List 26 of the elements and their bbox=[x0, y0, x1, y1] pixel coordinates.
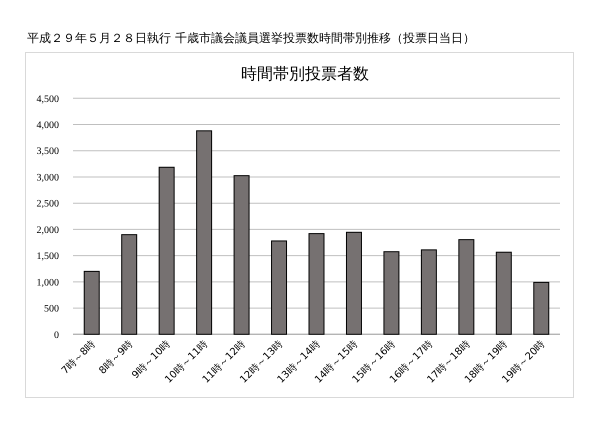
y-tick-label: 3,000 bbox=[36, 172, 59, 184]
bar bbox=[121, 234, 138, 335]
y-tick-label: 4,500 bbox=[36, 94, 59, 105]
x-tick-label: 7時～8時 bbox=[59, 338, 98, 377]
bar bbox=[308, 233, 324, 335]
y-tick-label: 2,000 bbox=[36, 224, 59, 236]
chart-subtitle: 平成２９年５月２８日執行 千歳市議会議員選挙投票数時間帯別推移（投票日当日） bbox=[27, 31, 475, 45]
bar bbox=[533, 282, 550, 335]
y-tick-label: 4,000 bbox=[36, 120, 59, 132]
bar bbox=[420, 249, 437, 335]
bar bbox=[196, 130, 212, 335]
chart-title: 時間帯別投票者数 bbox=[241, 64, 369, 83]
y-tick-label: 2,500 bbox=[36, 198, 59, 210]
bar bbox=[346, 232, 362, 335]
y-tick-label: 3,500 bbox=[36, 146, 59, 158]
y-tick-label: 0 bbox=[54, 330, 59, 341]
y-tick-label: 1,500 bbox=[36, 251, 59, 262]
bar bbox=[234, 175, 250, 335]
y-tick-label: 1,000 bbox=[36, 277, 59, 288]
bar bbox=[458, 239, 474, 335]
bar bbox=[84, 270, 100, 335]
bar bbox=[271, 240, 288, 335]
bar bbox=[158, 166, 175, 335]
y-tick-label: 500 bbox=[44, 304, 59, 315]
bar bbox=[496, 252, 512, 335]
bar bbox=[383, 251, 400, 335]
